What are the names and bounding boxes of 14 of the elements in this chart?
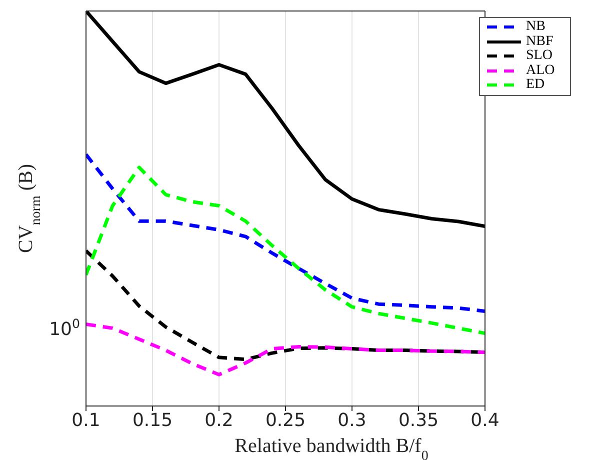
x-tick-label: 0.35 <box>398 410 439 431</box>
legend-label: NB <box>526 19 546 34</box>
x-tick-label: 0.15 <box>132 410 173 431</box>
text: 10$^{0}$ <box>49 315 80 340</box>
legend-label: NBF <box>526 34 554 49</box>
x-tick-label: 0.1 <box>72 410 100 431</box>
legend-label: SLO <box>526 48 552 64</box>
legend-label: ED <box>526 77 545 92</box>
x-tick-label: 0.25 <box>265 410 306 431</box>
x-tick-label: 0.4 <box>470 410 500 431</box>
x-tick-label: 0.3 <box>338 410 366 431</box>
legend-label: ALO <box>526 62 555 78</box>
x-axis-title: Relative bandwidth B/f$_{0}$ <box>234 435 428 460</box>
x-tick-label: 0.2 <box>204 410 234 431</box>
